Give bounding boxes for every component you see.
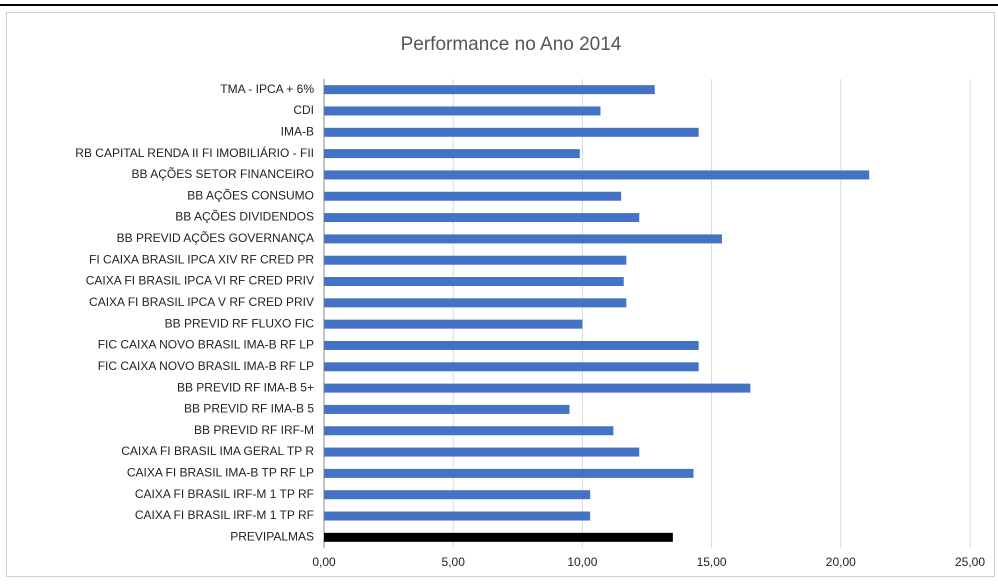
- y-tick-label: CAIXA FI BRASIL IMA-B TP RF LP: [127, 466, 314, 480]
- y-tick-label: BB PREVID AÇÕES GOVERNANÇA: [117, 230, 314, 245]
- y-tick-label: BB AÇÕES SETOR FINANCEIRO: [132, 166, 314, 181]
- y-tick-label: RB CAPITAL RENDA II FI IMOBILIÁRIO - FII: [75, 145, 314, 160]
- bar: [324, 277, 624, 287]
- bar: [324, 426, 614, 436]
- x-tick-label: 10,00: [567, 555, 597, 569]
- bar: [324, 362, 699, 372]
- bar: [324, 149, 580, 159]
- bar: [324, 213, 640, 223]
- y-tick-label: CAIXA FI BRASIL IRF-M 1 TP RF: [135, 508, 314, 522]
- bar: [324, 85, 655, 95]
- y-tick-label: FIC CAIXA NOVO BRASIL IMA-B RF LP: [98, 338, 314, 352]
- x-tick-label: 15,00: [697, 555, 727, 569]
- y-tick-label: BB PREVID RF IMA-B 5: [184, 402, 314, 416]
- y-tick-label: BB AÇÕES DIVIDENDOS: [175, 209, 314, 224]
- bar: [324, 340, 699, 350]
- bar: [324, 298, 627, 308]
- y-tick-label: CDI: [293, 103, 314, 117]
- y-tick-label: CAIXA FI BRASIL IRF-M 1 TP RF: [135, 487, 314, 501]
- chart-title: Performance no Ano 2014: [401, 34, 622, 55]
- y-tick-label: TMA - IPCA + 6%: [220, 82, 314, 96]
- y-tick-label: PREVIPALMAS: [230, 530, 314, 544]
- y-tick-label: CAIXA FI BRASIL IPCA V RF CRED PRIV: [89, 295, 314, 309]
- bar: [324, 383, 751, 393]
- bar: [324, 255, 627, 265]
- bar: [324, 468, 694, 478]
- bar: [324, 511, 591, 521]
- bar: [324, 447, 640, 457]
- bar: [324, 191, 622, 201]
- y-tick-label: IMA-B: [281, 124, 314, 138]
- bar: [324, 319, 583, 329]
- x-tick-label: 25,00: [955, 555, 985, 569]
- y-tick-label: BB AÇÕES CONSUMO: [187, 187, 314, 202]
- bar: [324, 234, 722, 244]
- y-tick-label: CAIXA FI BRASIL IPCA VI RF CRED PRIV: [86, 274, 314, 288]
- bar: [324, 532, 673, 542]
- x-tick-label: 5,00: [442, 555, 466, 569]
- x-tick-label: 20,00: [826, 555, 856, 569]
- y-tick-label: BB PREVID RF FLUXO FIC: [165, 316, 315, 330]
- bar: [324, 170, 870, 180]
- chart-frame: [6, 12, 995, 577]
- y-tick-label: BB PREVID RF IRF-M: [194, 423, 314, 437]
- bar: [324, 490, 591, 500]
- y-tick-label: FIC CAIXA NOVO BRASIL IMA-B RF LP: [98, 359, 314, 373]
- y-tick-label: BB PREVID RF IMA-B 5+: [177, 380, 314, 394]
- bar: [324, 106, 601, 116]
- y-tick-label: CAIXA FI BRASIL IMA GERAL TP R: [121, 444, 314, 458]
- x-tick-label: 0,00: [312, 555, 336, 569]
- bar: [324, 127, 699, 137]
- y-tick-label: FI CAIXA BRASIL IPCA XIV RF CRED PR: [89, 252, 314, 266]
- bar: [324, 404, 570, 414]
